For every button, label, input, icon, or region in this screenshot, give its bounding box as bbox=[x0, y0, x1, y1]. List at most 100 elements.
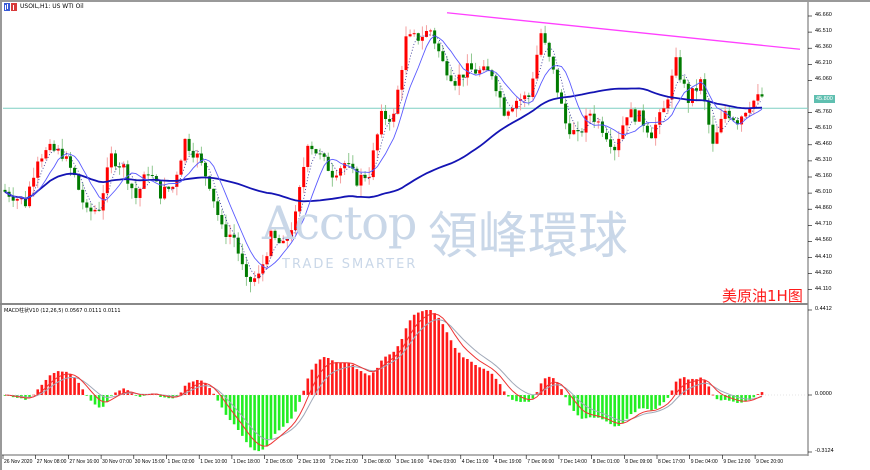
candle-body bbox=[523, 95, 527, 100]
macd-histogram-bar bbox=[347, 363, 351, 395]
macd-histogram-bar bbox=[65, 371, 68, 395]
time-axis-label: 26 Nov 2020 bbox=[4, 459, 33, 465]
candle-body bbox=[109, 153, 113, 168]
candle-body bbox=[592, 113, 596, 122]
candle-body bbox=[265, 256, 269, 265]
candle-body bbox=[715, 132, 719, 144]
macd-histogram-bar bbox=[392, 351, 396, 395]
time-axis-label: 3 Dec 16:00 bbox=[396, 459, 424, 465]
macd-histogram-bar bbox=[592, 395, 596, 418]
candle-body bbox=[731, 118, 735, 121]
candle-body bbox=[629, 109, 633, 118]
candle-body bbox=[641, 110, 645, 126]
macd-histogram-bar bbox=[286, 395, 289, 424]
slow-moving-average-line bbox=[4, 87, 763, 203]
macd-histogram-bar bbox=[130, 392, 134, 395]
candle-body bbox=[118, 166, 122, 168]
macd-histogram-bar bbox=[425, 310, 428, 395]
macd-histogram-bar bbox=[105, 395, 109, 402]
candle-body bbox=[465, 63, 469, 78]
candle-body bbox=[543, 33, 547, 43]
macd-histogram-bar bbox=[77, 382, 80, 395]
time-axis-label: 8 Dec 09:00 bbox=[625, 459, 653, 465]
macd-histogram-bar bbox=[609, 395, 612, 425]
candle-body bbox=[392, 113, 396, 122]
price-axis-label: 46.060 bbox=[815, 76, 832, 83]
candle-body bbox=[224, 224, 228, 237]
candle-body bbox=[666, 99, 670, 109]
candle-body bbox=[64, 156, 68, 159]
macd-histogram-bar bbox=[637, 395, 641, 409]
time-axis-label: 8 Dec 01:00 bbox=[592, 459, 620, 465]
candle-body bbox=[126, 164, 130, 184]
macd-histogram-bar bbox=[449, 340, 453, 395]
candle-body bbox=[568, 123, 572, 135]
candle-body bbox=[609, 139, 613, 147]
candle-body bbox=[195, 153, 199, 158]
candle-body bbox=[572, 130, 576, 135]
macd-histogram-bar bbox=[208, 388, 211, 395]
macd-histogram-bar bbox=[335, 362, 338, 395]
candle-body bbox=[404, 36, 408, 70]
candle-body bbox=[490, 70, 494, 77]
macd-histogram-bar bbox=[478, 367, 481, 395]
candle-body bbox=[101, 193, 105, 211]
candle-body bbox=[441, 51, 445, 62]
price-axis-label: 45.760 bbox=[815, 108, 832, 115]
macd-histogram-bar bbox=[306, 378, 310, 395]
candle-body bbox=[150, 175, 154, 177]
price-axis-label: 44.860 bbox=[815, 205, 832, 212]
candle-body bbox=[707, 101, 711, 125]
candle-body bbox=[617, 138, 621, 151]
macd-histogram-bar bbox=[318, 359, 322, 395]
macd-signal-line-red bbox=[4, 313, 763, 447]
candle-body bbox=[339, 168, 343, 176]
candle-body bbox=[682, 79, 686, 84]
time-axis-label: 9 Dec 20:00 bbox=[756, 459, 784, 465]
candle-body bbox=[564, 103, 568, 124]
candle-body bbox=[289, 230, 293, 239]
price-axis-label: 46.660 bbox=[815, 12, 832, 18]
watermark-brand-cn: 領峰環球 bbox=[428, 207, 628, 265]
macd-histogram-bar bbox=[601, 395, 604, 420]
candle-body bbox=[756, 94, 760, 101]
candle-body bbox=[416, 33, 420, 41]
candle-body bbox=[674, 57, 678, 76]
macd-histogram-bar bbox=[445, 332, 449, 395]
macd-histogram-bar bbox=[179, 392, 183, 395]
time-axis-label: 7 Dec 14:00 bbox=[559, 459, 587, 465]
candle-body bbox=[281, 240, 285, 244]
candle-body bbox=[269, 230, 273, 257]
candle-body bbox=[719, 118, 723, 133]
macd-histogram-bar bbox=[715, 395, 719, 400]
macd-histogram-bar bbox=[687, 379, 690, 395]
price-axis-label: 44.710 bbox=[815, 221, 832, 228]
chart-window-icon bbox=[4, 3, 17, 11]
candle-body bbox=[457, 74, 461, 86]
candle-body bbox=[322, 153, 326, 157]
candle-body bbox=[482, 66, 486, 71]
candle-body bbox=[355, 168, 359, 186]
candle-body bbox=[748, 108, 752, 113]
candle-body bbox=[167, 186, 171, 189]
candle-body bbox=[375, 134, 379, 151]
candle-body bbox=[396, 89, 400, 114]
candle-body bbox=[81, 189, 85, 203]
macd-histogram-bar bbox=[572, 395, 576, 411]
macd-histogram-bar bbox=[310, 369, 314, 395]
candle-body bbox=[163, 186, 167, 199]
macd-histogram-bar bbox=[441, 324, 445, 395]
macd-histogram-bar bbox=[670, 390, 674, 395]
macd-histogram-bar bbox=[719, 395, 723, 401]
price-axis-label: 46.210 bbox=[815, 60, 832, 67]
resistance-trendline bbox=[446, 12, 801, 50]
macd-histogram-bar bbox=[752, 395, 756, 398]
macd-histogram-bar bbox=[703, 380, 707, 395]
candle-body bbox=[240, 253, 244, 265]
candle-body bbox=[89, 207, 93, 212]
candle-body bbox=[19, 198, 23, 200]
macd-histogram-bar bbox=[60, 371, 64, 395]
macd-histogram-bar bbox=[290, 395, 293, 419]
macd-histogram-bar bbox=[617, 395, 621, 426]
